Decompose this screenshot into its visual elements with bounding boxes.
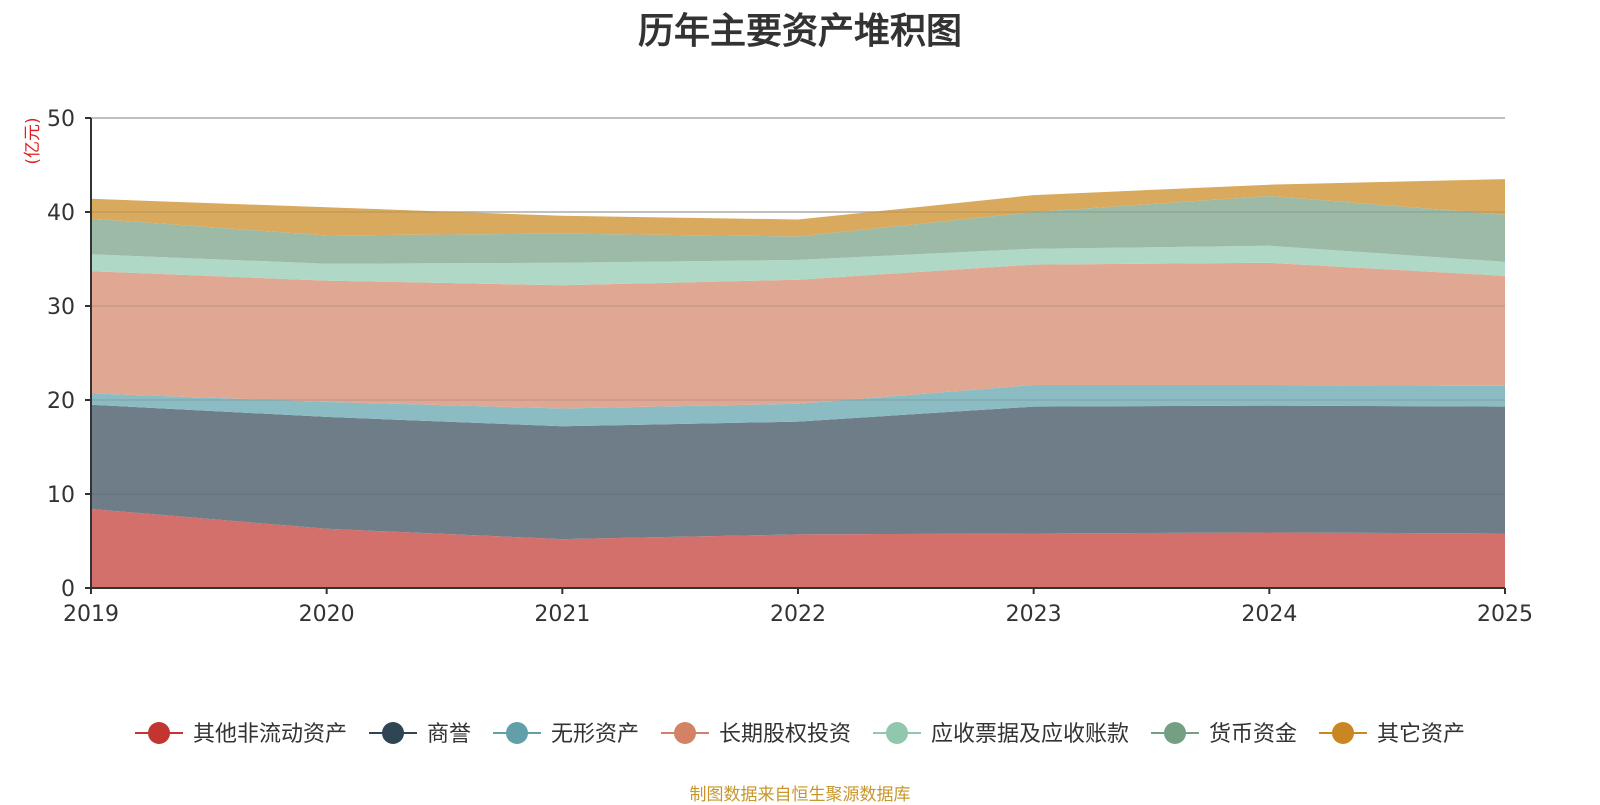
legend-label: 其它资产 <box>1377 722 1465 747</box>
y-axis-unit-label: (亿元) <box>23 117 43 164</box>
area-series-2[interactable] <box>91 385 1505 427</box>
area-series-0[interactable] <box>91 509 1505 588</box>
area-series-4[interactable] <box>91 245 1505 286</box>
area-series-1[interactable] <box>91 404 1505 540</box>
y-tick-label-50: 50 <box>47 107 75 132</box>
legend-item-1[interactable]: 商誉 <box>369 722 471 747</box>
legend-label: 应收票据及应收账款 <box>931 722 1129 747</box>
chart-title: 历年主要资产堆积图 <box>637 11 962 52</box>
legend-item-2[interactable]: 无形资产 <box>493 722 639 747</box>
legend-dot-marker <box>1332 722 1354 744</box>
area-series <box>91 117 1505 588</box>
legend-item-4[interactable]: 应收票据及应收账款 <box>873 722 1129 747</box>
area-series-6[interactable] <box>91 179 1505 237</box>
legend-label: 无形资产 <box>551 722 639 747</box>
area-series-3[interactable] <box>91 262 1505 409</box>
legend-dot-marker <box>382 722 404 744</box>
legend-label: 货币资金 <box>1209 722 1297 747</box>
x-tick-label-2024: 2024 <box>1241 602 1297 627</box>
legend-item-0[interactable]: 其他非流动资产 <box>135 722 347 747</box>
x-tick-label-2023: 2023 <box>1006 602 1062 627</box>
x-tick-label-2025: 2025 <box>1477 602 1533 627</box>
area-series-5[interactable] <box>91 196 1505 264</box>
x-tick-label-2021: 2021 <box>534 602 590 627</box>
legend-dot-marker <box>506 722 528 744</box>
y-tick-label-40: 40 <box>47 201 75 226</box>
legend-item-5[interactable]: 货币资金 <box>1151 722 1297 747</box>
source-note: 制图数据来自恒生聚源数据库 <box>689 785 911 805</box>
legend-label: 长期股权投资 <box>719 722 851 747</box>
legend-dot-marker <box>674 722 696 744</box>
x-tick-label-2019: 2019 <box>63 602 119 627</box>
legend-dot-marker <box>1164 722 1186 744</box>
axis-ticks: 0 10 20 30 40 50 2019 2020 2021 2022 2023 2024 2025 <box>47 107 1533 627</box>
y-tick-label-30: 30 <box>47 295 75 320</box>
y-tick-label-20: 20 <box>47 389 75 414</box>
x-tick-label-2022: 2022 <box>770 602 826 627</box>
legend-item-6[interactable]: 其它资产 <box>1319 722 1465 747</box>
legend-dot-marker <box>148 722 170 744</box>
legend-item-3[interactable]: 长期股权投资 <box>661 722 851 747</box>
y-tick-label-10: 10 <box>47 483 75 508</box>
legend-label: 其他非流动资产 <box>193 722 347 747</box>
y-tick-label-0: 0 <box>61 577 75 602</box>
legend[interactable]: 其他非流动资产 商誉 无形资产 长期股权投资 应收票据及应收账款 货币资金 其它资产 <box>135 722 1465 747</box>
legend-label: 商誉 <box>427 722 471 747</box>
legend-dot-marker <box>886 722 908 744</box>
x-tick-label-2020: 2020 <box>299 602 355 627</box>
